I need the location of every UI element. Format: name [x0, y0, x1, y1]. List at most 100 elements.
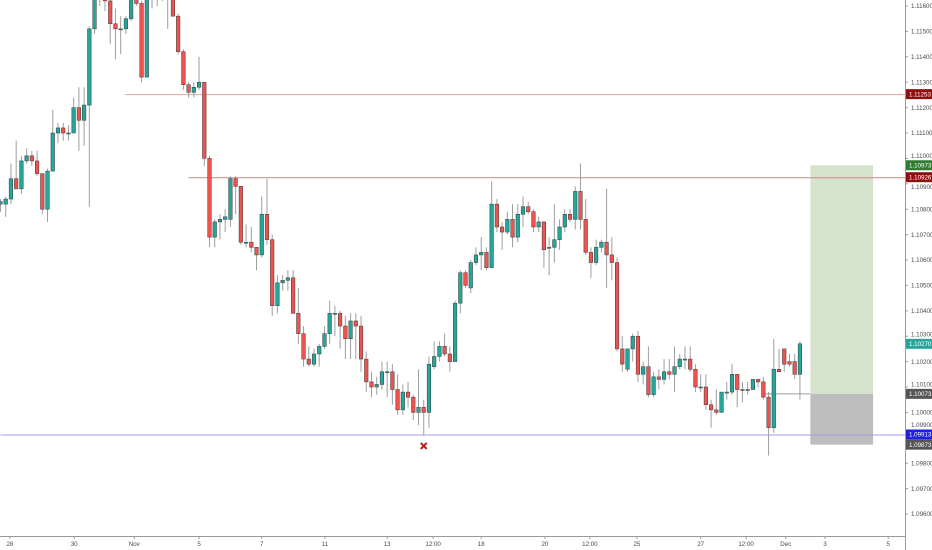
candle-body-down: [207, 158, 212, 238]
candle-body-down: [254, 247, 259, 256]
candle-body-up: [416, 407, 421, 413]
price-tick-label: 1.09900: [911, 422, 932, 429]
candle: [301, 326, 306, 367]
price-tick-label: 1.09800: [911, 460, 932, 467]
price-tick-label: 1.10700: [911, 232, 932, 239]
price-tick-label: 1.10900: [911, 184, 932, 191]
position-tool[interactable]: [764, 165, 874, 445]
candle-body-up: [594, 247, 599, 263]
candle: [14, 140, 19, 190]
candle: [594, 239, 599, 266]
candle-body-down: [170, 0, 175, 17]
candle-body-down: [186, 84, 191, 93]
marker: [420, 442, 428, 450]
candle-body-down: [233, 178, 238, 187]
candle: [385, 361, 390, 398]
time-tick-label: 28: [6, 541, 13, 548]
candle-body-down: [776, 368, 782, 373]
candle-body-up: [432, 356, 437, 367]
candle-body-down: [792, 361, 797, 375]
candle: [71, 97, 76, 134]
time-tick-label: 20: [541, 541, 548, 548]
candle: [693, 364, 698, 393]
target-price-tag: 1.10973: [909, 162, 932, 169]
candle-body-up: [677, 358, 682, 367]
candle: [756, 379, 761, 387]
candle: [228, 176, 233, 227]
candle-body-down: [510, 219, 515, 238]
candle: [317, 343, 322, 367]
horizontal-lines[interactable]: [0, 94, 906, 436]
candle-body-down: [484, 252, 489, 268]
candle: [176, 13, 181, 55]
candle-body-down: [358, 325, 364, 360]
candle: [280, 275, 285, 291]
candle-body-up: [322, 333, 327, 347]
candle: [479, 237, 484, 271]
candle-body-down: [343, 325, 348, 339]
candle: [468, 260, 473, 294]
candle: [641, 361, 646, 385]
candle: [531, 209, 536, 233]
candle: [50, 110, 55, 172]
candle-body-up: [771, 368, 776, 428]
candle-body-up: [379, 371, 384, 385]
candle: [223, 209, 228, 233]
candle: [453, 300, 458, 362]
candle: [134, 0, 139, 6]
candle: [447, 346, 452, 372]
candle: [82, 87, 87, 146]
candle: [66, 125, 71, 141]
candle-body-up: [437, 346, 442, 357]
line-price-tag-bg: [906, 89, 932, 100]
candle-body-down: [390, 371, 395, 390]
time-tick-label: 3: [823, 541, 827, 548]
candle-body-up: [82, 104, 87, 121]
candle-body-up: [453, 302, 458, 362]
price-tick-label: 1.10000: [911, 410, 932, 417]
candle: [291, 270, 296, 314]
price-tags: 1.11253 1.10926 1.09913 1.10973 1.10073 1.098…: [906, 89, 932, 450]
candle-body-up: [662, 371, 667, 380]
candle: [662, 359, 667, 385]
time-tick-label: 12:00: [738, 541, 754, 548]
candle: [567, 209, 573, 222]
candle-body-up: [244, 241, 249, 244]
candle: [99, 0, 101, 6]
candle: [108, 0, 113, 45]
entry-price-tag-bg: [906, 388, 932, 399]
candle: [787, 353, 792, 367]
candle: [76, 87, 81, 151]
candle: [202, 81, 207, 167]
candle: [677, 353, 682, 370]
loss-zone: [810, 393, 874, 445]
candle-body-up: [740, 389, 745, 391]
candle-body-down: [656, 376, 661, 380]
candle: [197, 56, 202, 90]
candle: [207, 155, 212, 248]
candle-body-down: [108, 0, 113, 25]
time-tick-label: 30: [71, 541, 78, 548]
price-tick-label: 1.10300: [911, 332, 932, 339]
candle: [327, 300, 332, 344]
candle: [735, 374, 740, 408]
candle-body-down: [693, 368, 698, 388]
candle-body-up: [672, 366, 677, 375]
candle-body-up: [3, 198, 8, 205]
candle: [505, 211, 510, 235]
candle-body-down: [102, 0, 108, 2]
candle: [244, 224, 249, 248]
candle: [766, 392, 771, 456]
candle: [630, 333, 635, 362]
candle-body-up: [505, 219, 510, 233]
candle: [776, 348, 782, 373]
price-tick-label: 1.10800: [911, 206, 932, 213]
candle: [463, 270, 468, 288]
candle: [92, 0, 97, 34]
candle: [745, 381, 750, 395]
candle: [358, 315, 364, 372]
candle-body-up: [479, 252, 484, 256]
candle-body-up: [473, 254, 479, 263]
candle: [181, 49, 186, 90]
